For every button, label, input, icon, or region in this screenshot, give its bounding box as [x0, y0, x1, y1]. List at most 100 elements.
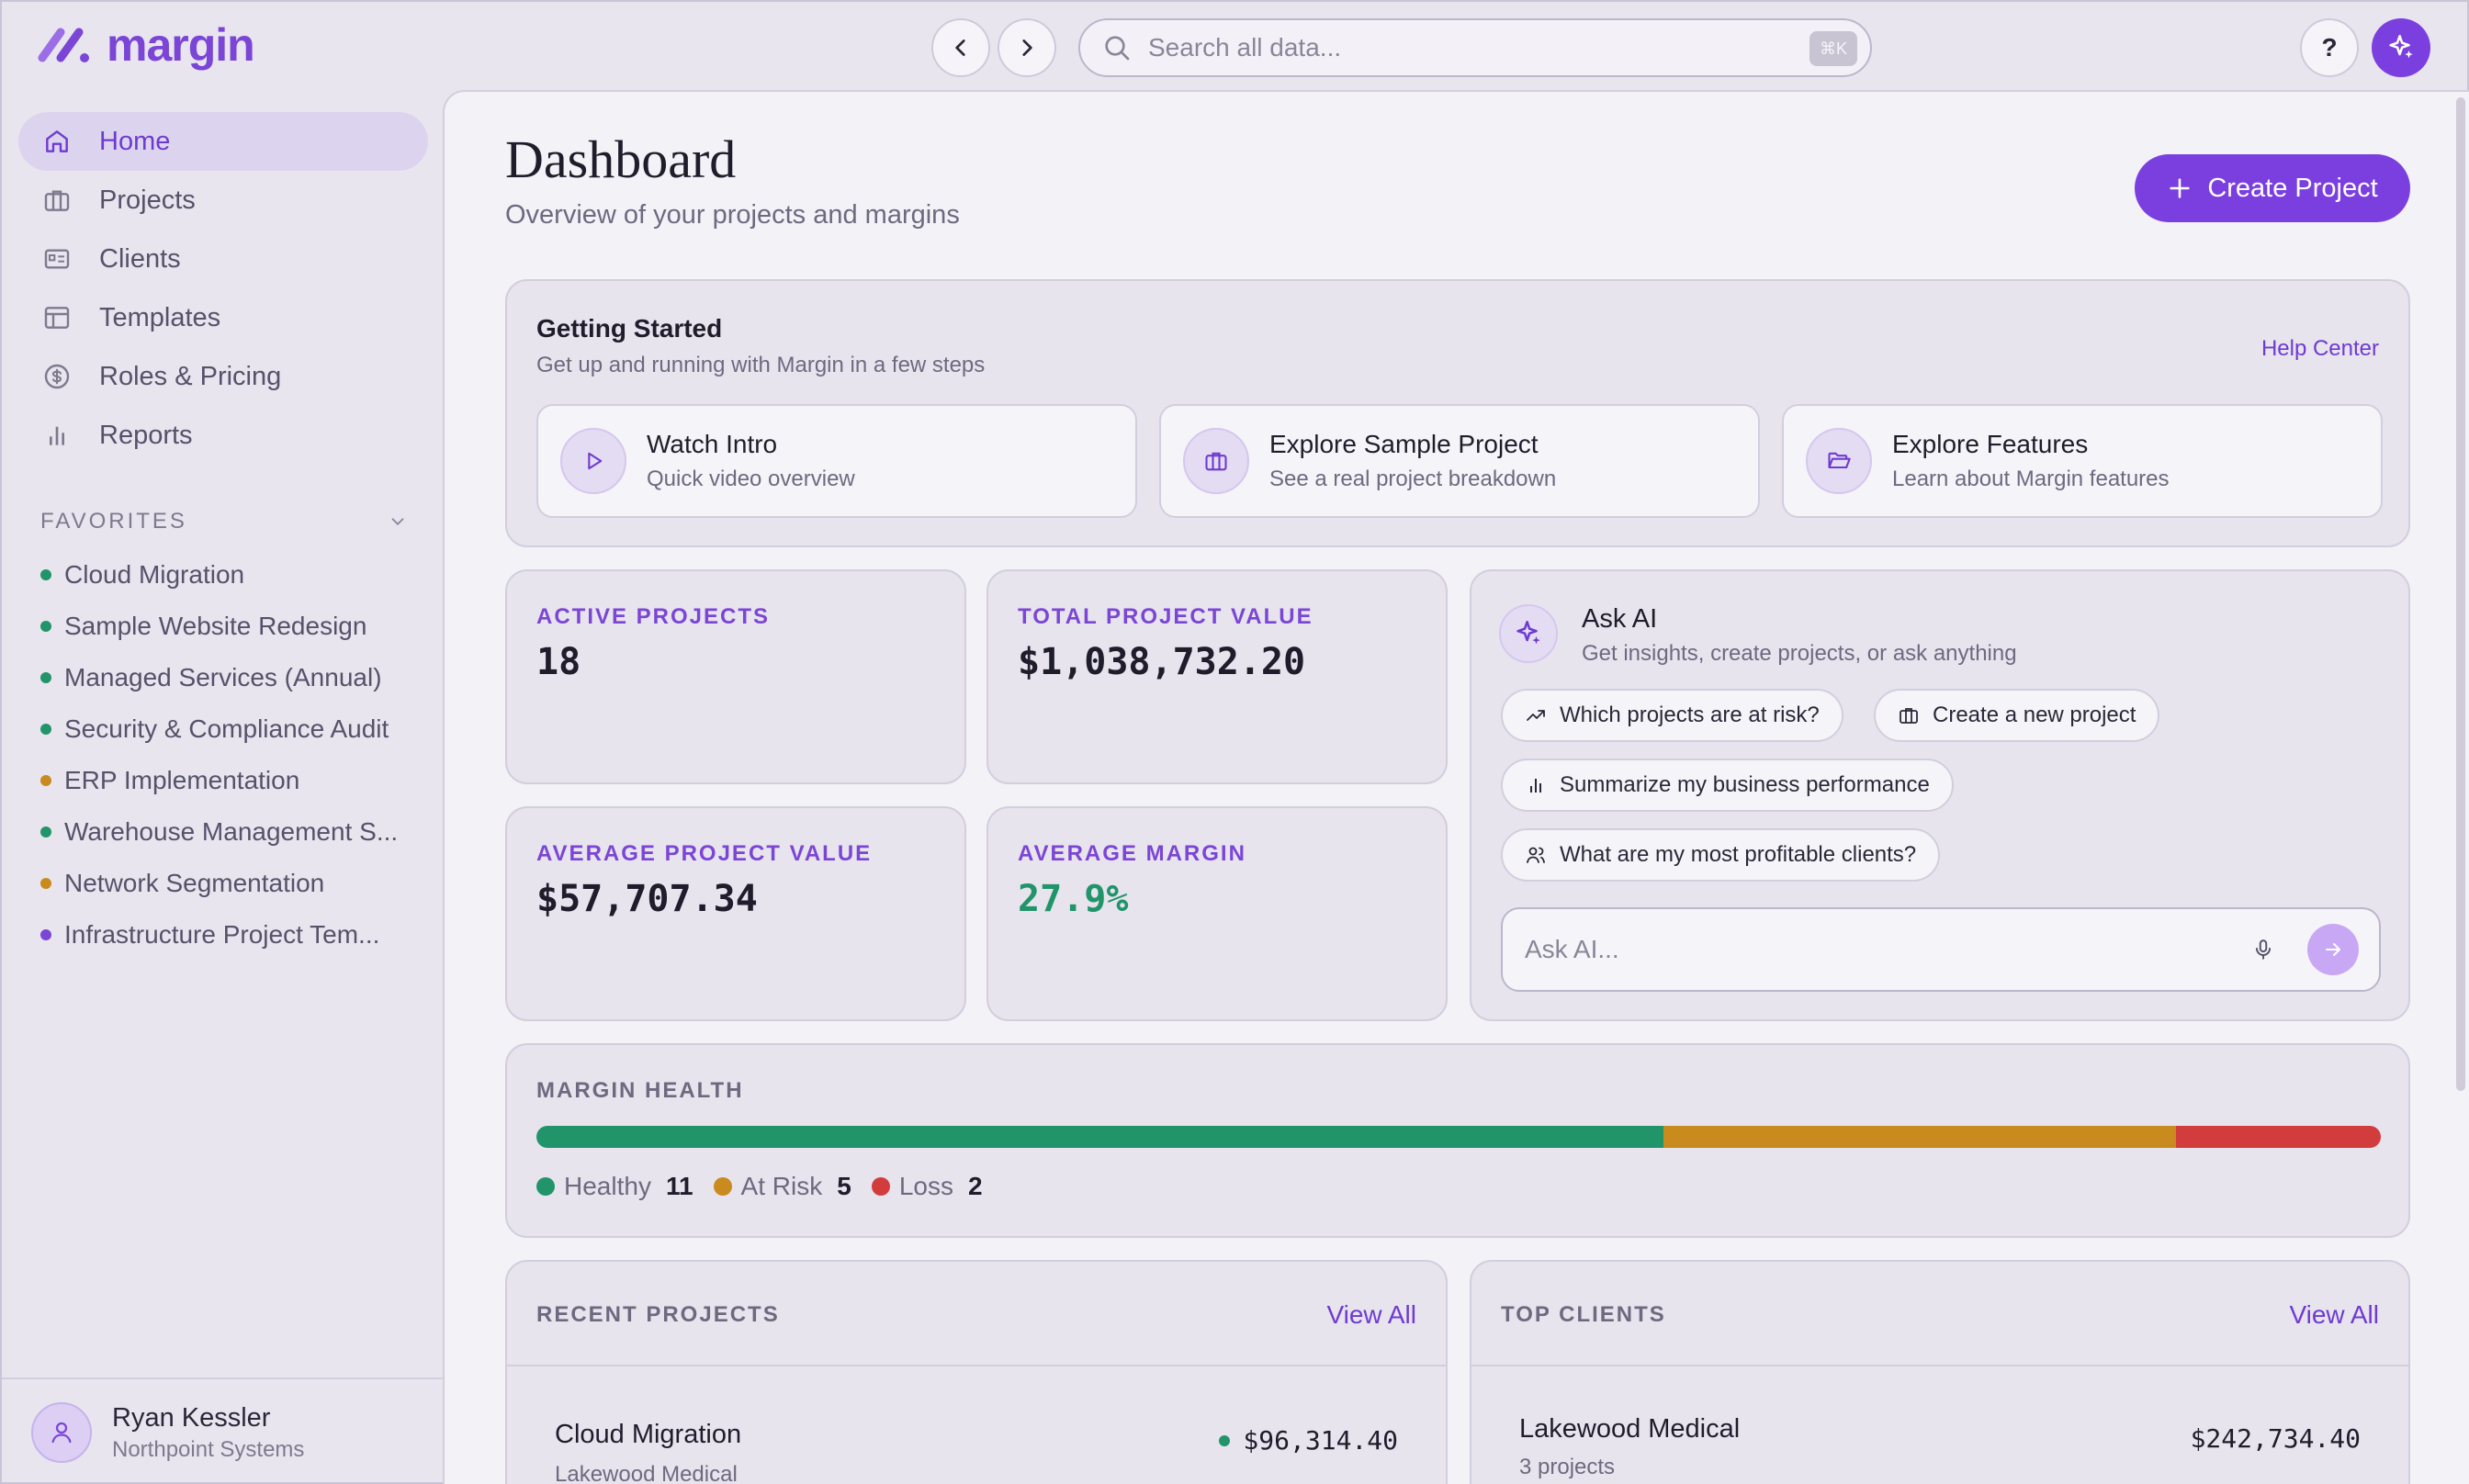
dollar-circle-icon: [44, 364, 70, 389]
tile-icon-wrap: [560, 428, 626, 494]
users-icon: [1527, 847, 1545, 863]
home-icon: [46, 130, 68, 152]
stat-value: 27.9%: [1018, 878, 1129, 920]
favorite-label: Cloud Migration: [64, 560, 245, 589]
favorite-label: Sample Website Redesign: [64, 612, 367, 640]
chip-label: Summarize my business performance: [1560, 772, 1930, 797]
logo-text: margin: [107, 19, 255, 71]
margin-health-bar: [536, 1126, 2381, 1148]
explore-sample-project-tile[interactable]: Explore Sample Project See a real projec…: [1159, 404, 1760, 518]
send-button[interactable]: [2307, 924, 2359, 975]
sidebar-item-clients[interactable]: Clients: [18, 230, 428, 288]
favorite-item[interactable]: Sample Website Redesign: [40, 612, 426, 641]
favorite-item[interactable]: Infrastructure Project Tem...: [40, 920, 426, 950]
main-content: Dashboard Overview of your projects and …: [443, 90, 2469, 1484]
top-clients-view-all-link[interactable]: View All: [2289, 1300, 2379, 1329]
arrow-right-icon: [2326, 943, 2340, 956]
sidebar-item-templates[interactable]: Templates: [18, 288, 428, 347]
favorite-item[interactable]: ERP Implementation: [40, 766, 426, 795]
recent-projects-card: RECENT PROJECTS View All Cloud Migration…: [505, 1260, 1448, 1484]
stat-label: ACTIVE PROJECTS: [536, 604, 771, 629]
search-bar[interactable]: ⌘K: [1078, 18, 1872, 77]
user-profile[interactable]: Ryan Kessler Northpoint Systems: [2, 1377, 443, 1484]
logo[interactable]: margin: [37, 18, 255, 72]
avatar: [31, 1402, 92, 1463]
bar-chart-icon: [50, 426, 64, 445]
status-dot: [40, 672, 51, 683]
sidebar-item-reports[interactable]: Reports: [18, 406, 428, 465]
ask-ai-input-box[interactable]: [1501, 907, 2381, 992]
favorite-label: Infrastructure Project Tem...: [64, 920, 380, 949]
client-name: Lakewood Medical: [1519, 1414, 1741, 1444]
status-dot: [40, 878, 51, 889]
recent-projects-label: RECENT PROJECTS: [536, 1302, 780, 1327]
suggestion-chip-create-project[interactable]: Create a new project: [1874, 689, 2160, 742]
favorite-item[interactable]: Security & Compliance Audit: [40, 714, 426, 744]
top-clients-card: TOP CLIENTS View All Lakewood Medical 3 …: [1470, 1260, 2410, 1484]
legend-name: Loss: [898, 1172, 953, 1200]
margin-health-segment-at-risk: [1663, 1126, 2176, 1148]
chip-label: Create a new project: [1933, 703, 2136, 727]
page-subtitle: Overview of your projects and margins: [505, 200, 960, 230]
project-value-wrap: $96,314.40: [1219, 1425, 1398, 1456]
sidebar: Home Projects Clients Templates Roles & …: [2, 92, 443, 1484]
status-dot: [40, 929, 51, 940]
user-icon: [51, 1422, 72, 1444]
suggestion-chip-profitable-clients[interactable]: What are my most profitable clients?: [1501, 828, 1941, 882]
favorites-label: FAVORITES: [40, 509, 187, 534]
create-project-label: Create Project: [2207, 173, 2378, 203]
ai-assistant-button[interactable]: [2372, 18, 2430, 77]
margin-health-label: MARGIN HEALTH: [536, 1078, 744, 1103]
divider: [1471, 1365, 2408, 1366]
suggestion-chip-at-risk[interactable]: Which projects are at risk?: [1501, 689, 1843, 742]
getting-started-title: Getting Started: [536, 314, 723, 343]
legend-dot: [871, 1177, 890, 1196]
status-dot: [40, 621, 51, 632]
explore-features-tile[interactable]: Explore Features Learn about Margin feat…: [1782, 404, 2383, 518]
stat-card-active-projects: ACTIVE PROJECTS 18: [505, 569, 966, 784]
search-input[interactable]: [1148, 33, 1870, 62]
sidebar-item-roles-pricing[interactable]: Roles & Pricing: [18, 347, 428, 406]
tile-icon-wrap: [1806, 428, 1872, 494]
create-project-button[interactable]: Create Project: [2135, 154, 2410, 222]
favorite-item[interactable]: Network Segmentation: [40, 869, 426, 898]
layout-icon: [44, 307, 70, 329]
favorite-item[interactable]: Warehouse Management S...: [40, 817, 426, 847]
favorites-header[interactable]: FAVORITES: [40, 509, 408, 534]
microphone-button[interactable]: [2245, 931, 2282, 968]
sidebar-item-projects[interactable]: Projects: [18, 171, 428, 230]
trend-up-icon: [1527, 710, 1545, 721]
legend-dot: [713, 1177, 732, 1196]
help-button[interactable]: ?: [2300, 18, 2359, 77]
briefcase-icon: [44, 190, 70, 211]
margin-health-legend: Healthy 11 At Risk 5 Loss 2: [536, 1172, 983, 1201]
tile-title: Explore Features: [1892, 430, 2089, 458]
bar-chart-icon: [1530, 779, 1541, 793]
forward-button[interactable]: [998, 18, 1056, 77]
status-dot: [1219, 1434, 1231, 1446]
legend-dot: [536, 1177, 555, 1196]
favorite-item[interactable]: Managed Services (Annual): [40, 663, 426, 692]
legend-name: At Risk: [740, 1172, 823, 1200]
suggestion-chip-summarize[interactable]: Summarize my business performance: [1501, 759, 1954, 812]
sidebar-item-home[interactable]: Home: [18, 112, 428, 171]
scrollbar[interactable]: [2456, 97, 2465, 1091]
tile-icon-wrap: [1183, 428, 1249, 494]
ask-ai-input[interactable]: [1525, 935, 2245, 964]
back-button[interactable]: [931, 18, 990, 77]
stat-label: AVERAGE MARGIN: [1018, 841, 1246, 866]
favorite-label: Managed Services (Annual): [64, 663, 382, 691]
chip-label: Which projects are at risk?: [1560, 703, 1820, 727]
favorite-item[interactable]: Cloud Migration: [40, 560, 426, 590]
status-dot: [40, 724, 51, 735]
recent-projects-view-all-link[interactable]: View All: [1326, 1300, 1416, 1329]
stat-card-average-margin: AVERAGE MARGIN 27.9%: [986, 806, 1448, 1021]
favorite-label: Warehouse Management S...: [64, 817, 399, 846]
watch-intro-tile[interactable]: Watch Intro Quick video overview: [536, 404, 1137, 518]
folder-open-icon: [1828, 452, 1851, 469]
play-icon: [588, 452, 603, 470]
ai-icon-wrap: [1499, 604, 1558, 663]
help-center-link[interactable]: Help Center: [2260, 336, 2379, 361]
legend-name: Healthy: [564, 1172, 651, 1200]
